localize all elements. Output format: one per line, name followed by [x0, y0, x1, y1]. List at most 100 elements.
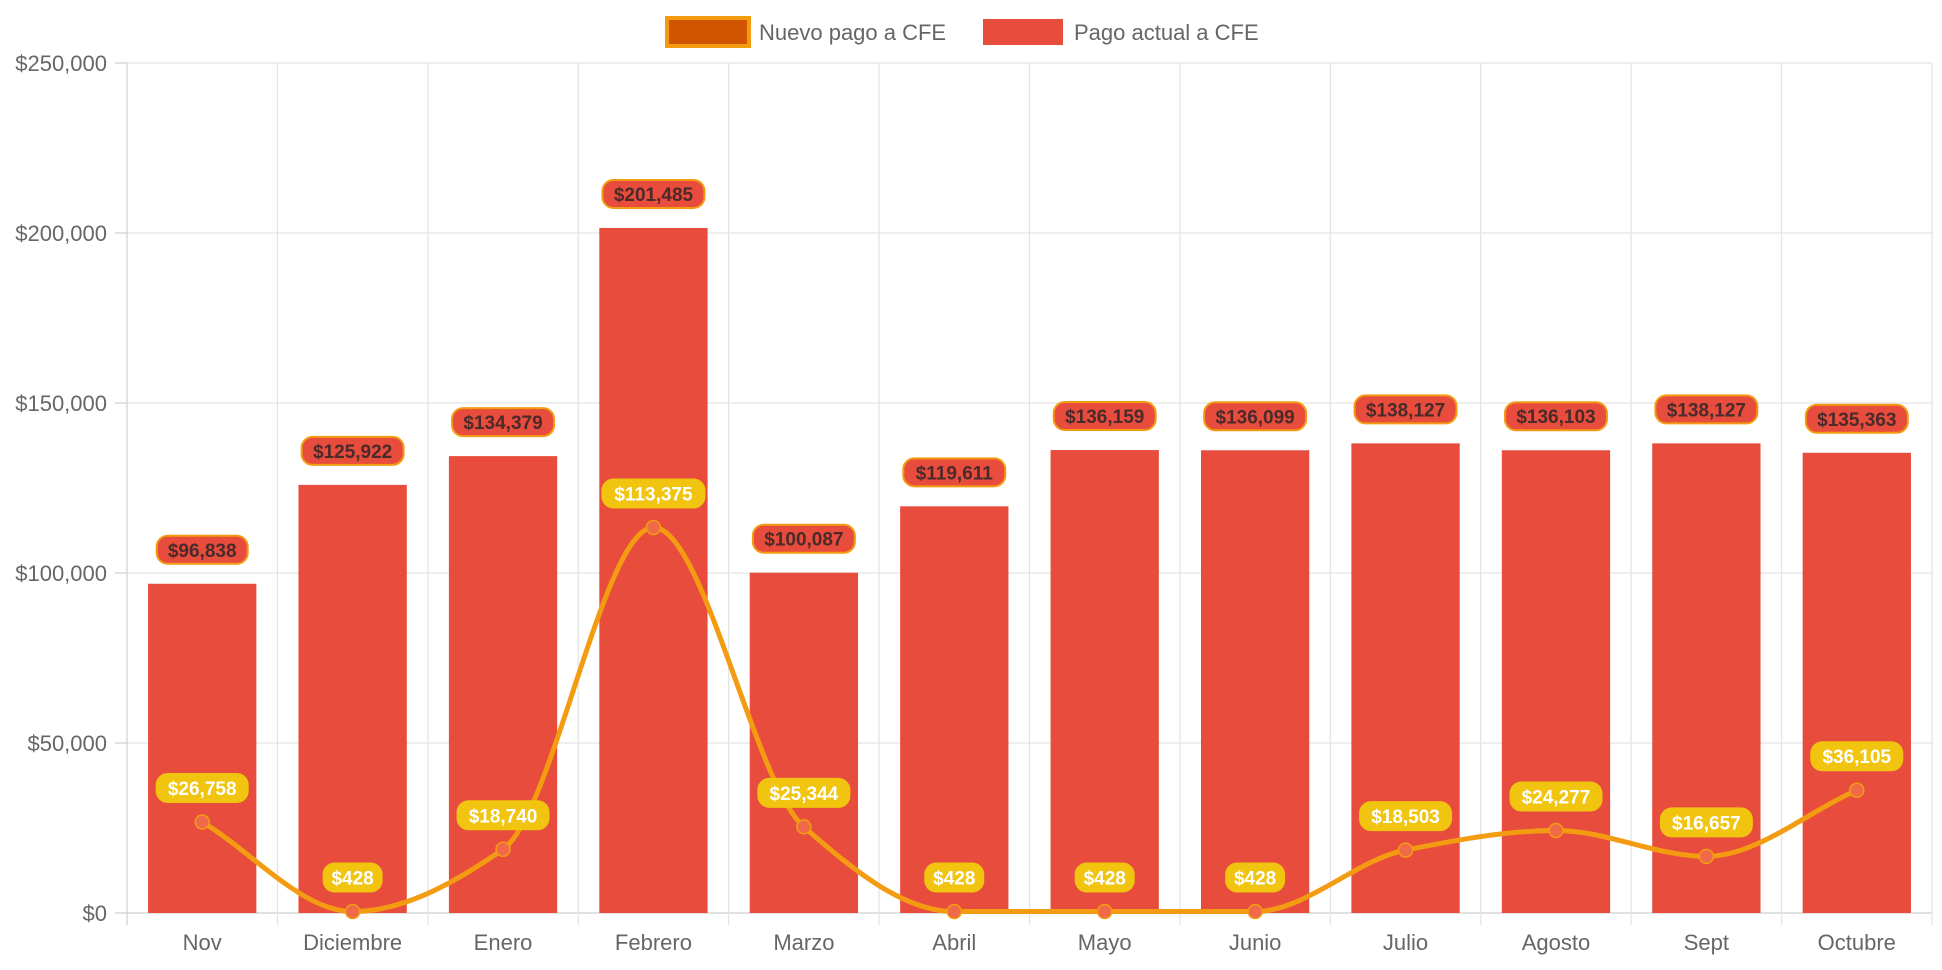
line-data-label-text: $113,375	[614, 485, 693, 506]
bar-data-label: $136,159	[1052, 401, 1157, 432]
bar	[448, 456, 558, 913]
x-tick-label: Febrero	[615, 930, 692, 955]
bar-data-label: $138,127	[1654, 394, 1759, 425]
line-point	[796, 819, 812, 835]
y-tick-label: $50,000	[27, 731, 107, 756]
bar-data-label: $100,087	[751, 523, 856, 554]
line-data-label: $16,657	[1659, 807, 1753, 838]
line-data-label: $36,105	[1810, 741, 1904, 772]
bar-data-label-bg	[155, 534, 249, 565]
line-data-label-bg	[456, 800, 550, 831]
bar	[1652, 443, 1761, 913]
line-data-label-text: $24,277	[1522, 787, 1591, 808]
line-data-label-bg	[757, 777, 851, 808]
bar-data-label-text: $136,159	[1065, 407, 1144, 428]
line-data-label-text: $18,503	[1371, 807, 1440, 828]
line-point	[344, 903, 361, 920]
line-data-label-text: $26,758	[168, 779, 237, 800]
line-data-label-text: $36,105	[1822, 747, 1891, 768]
line-point	[946, 903, 963, 920]
x-tick-label: Sept	[1684, 930, 1729, 955]
line-data-label-text: $428	[933, 869, 975, 890]
line-data-label-text: $428	[331, 869, 373, 890]
bar-data-label-text: $96,838	[168, 541, 237, 562]
x-tick-label: Abril	[932, 930, 976, 955]
line-point	[1548, 822, 1564, 839]
bar-data-label: $201,485	[601, 178, 706, 209]
line-data-label: $428	[924, 862, 985, 893]
grid-layer: $0 $50,000 $100,000 $150,000 $200,000 $250,00…	[15, 51, 1933, 955]
x-tick-label: Agosto	[1522, 930, 1591, 955]
bar-data-label-bg	[1654, 394, 1759, 425]
line-data-label-bg	[1359, 801, 1453, 832]
line-data-label-bg	[924, 862, 985, 893]
legend-label-pago-actual: Pago actual a CFE	[1074, 20, 1259, 45]
bar-data-label-text: $125,922	[313, 442, 392, 463]
line-data-label-text: $428	[1084, 869, 1126, 890]
line-point	[1698, 848, 1715, 865]
bar-data-label: $96,838	[155, 534, 249, 565]
line-data-label: $18,740	[456, 800, 550, 831]
line-point	[1247, 903, 1263, 920]
bar	[148, 583, 257, 913]
line-point	[495, 841, 511, 858]
line-point	[1397, 842, 1414, 858]
bar-data-label-bg	[751, 523, 856, 554]
bar-data-label: $136,103	[1503, 401, 1608, 432]
bar-data-label-bg	[1353, 394, 1458, 425]
legend-swatch-pago-actual	[983, 19, 1063, 45]
x-tick-label: Octubre	[1818, 930, 1896, 955]
bar-data-label: $138,127	[1353, 394, 1458, 425]
bar-data-label-bg	[1052, 401, 1157, 432]
line-data-label-text: $18,740	[469, 806, 538, 827]
line-data-label-bg	[1810, 741, 1904, 772]
legend: Nuevo pago a CFE Pago actual a CFE	[665, 16, 1259, 48]
bar	[1200, 450, 1310, 913]
x-tick-label: Nov	[183, 930, 222, 955]
line-data-label-text: $25,344	[770, 784, 839, 805]
line-data-label-bg	[1659, 807, 1753, 838]
bar-data-label: $136,099	[1203, 401, 1308, 432]
bar	[749, 572, 859, 913]
x-tick-label: Mayo	[1078, 930, 1132, 955]
line-point	[1096, 903, 1113, 920]
line-data-label: $25,344	[757, 777, 851, 808]
bar-data-label-text: $135,363	[1817, 410, 1896, 431]
bar-data-label: $134,379	[451, 407, 556, 438]
bar-data-label-text: $201,485	[614, 185, 694, 206]
line-data-label-bg	[601, 478, 706, 509]
line-data-label-bg	[1509, 781, 1603, 812]
bar-data-label-bg	[902, 457, 1007, 488]
legend-item-pago-actual[interactable]: Pago actual a CFE	[983, 19, 1259, 45]
x-tick-label: Enero	[474, 930, 533, 955]
legend-label-nuevo-pago: Nuevo pago a CFE	[759, 20, 946, 45]
line-labels-layer: $26,758 $428 $18,740 $113,375 $25,344 $428 $42…	[155, 478, 1904, 893]
x-tick-label: Diciembre	[303, 930, 402, 955]
bar	[298, 484, 407, 913]
line-data-label: $18,503	[1359, 801, 1453, 832]
line-point	[1849, 782, 1865, 798]
bar-data-label-bg	[451, 407, 556, 438]
line-data-label-bg	[1225, 862, 1286, 893]
bar-labels-layer: $96,838 $125,922 $134,379 $201,485 $100,087 $…	[155, 178, 1909, 565]
line-data-label: $113,375	[601, 478, 706, 509]
bar-data-label-text: $119,611	[916, 463, 994, 484]
x-tick-label: Marzo	[773, 930, 834, 955]
bar-data-label-bg	[1203, 401, 1308, 432]
y-tick-label: $100,000	[15, 561, 107, 586]
bar-data-label: $135,363	[1804, 403, 1909, 434]
legend-swatch-nuevo-pago	[665, 16, 751, 48]
line-data-label: $428	[322, 862, 383, 893]
bar-data-label-bg	[1503, 401, 1608, 432]
bar-data-label: $125,922	[300, 435, 405, 466]
y-tick-label: $250,000	[15, 51, 107, 76]
y-tick-label: $200,000	[15, 221, 107, 246]
bar-data-label: $119,611	[902, 457, 1007, 488]
legend-item-nuevo-pago[interactable]: Nuevo pago a CFE	[665, 16, 946, 48]
bar	[900, 506, 1009, 913]
line-data-label-text: $16,657	[1672, 813, 1741, 834]
bar-data-label-text: $136,099	[1216, 407, 1295, 428]
line-data-label: $428	[1074, 862, 1135, 893]
